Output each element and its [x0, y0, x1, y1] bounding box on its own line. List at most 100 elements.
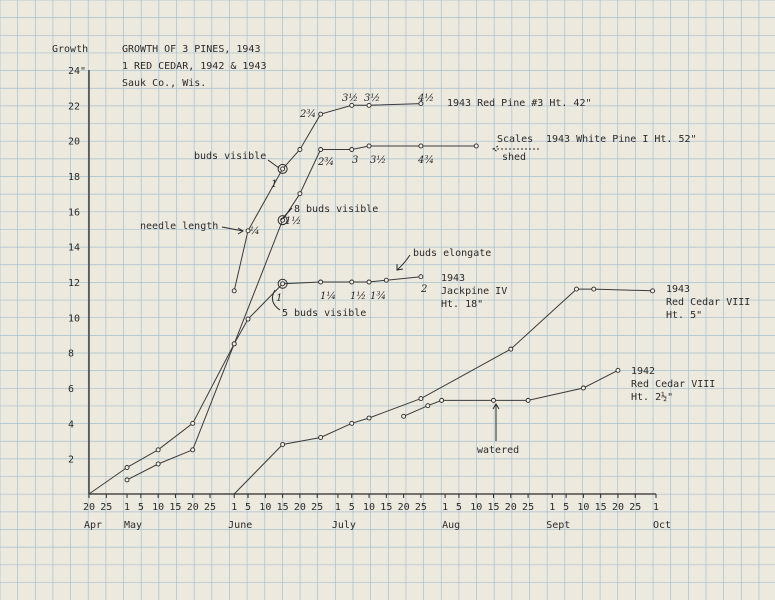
arrow-8-buds — [280, 207, 293, 221]
label-cedar43-2: Red Cedar VIII — [666, 297, 750, 308]
x-tick-label: 20 — [294, 502, 306, 513]
series-point-1 — [366, 143, 372, 149]
series-point-0 — [318, 111, 324, 117]
x-tick-label: 1 — [442, 502, 448, 513]
needle-label-white-3: 2¾ — [317, 157, 334, 168]
series-point-1 — [124, 465, 130, 470]
annotation-scales: Scales — [497, 134, 533, 145]
needle-label-white-5: 3½ — [370, 155, 386, 166]
x-tick-label: 15 — [487, 502, 499, 513]
series-point-2 — [318, 279, 324, 285]
label-red-pine: 1943 Red Pine #3 Ht. 42" — [447, 98, 592, 109]
y-tick-label: 8 — [68, 349, 74, 360]
x-month-label: Apr — [84, 520, 102, 531]
x-month-label: Aug — [442, 520, 460, 531]
arrow-watered — [492, 403, 500, 441]
series-point-2 — [190, 447, 196, 453]
x-tick-label: 1 — [653, 502, 659, 513]
series-point-1 — [190, 420, 196, 426]
series-point-2 — [349, 279, 355, 285]
series-point-4 — [615, 367, 621, 373]
x-tick-label: 1 — [124, 502, 130, 513]
series-line-2 — [126, 276, 421, 481]
series-point-circled-2 — [277, 278, 288, 289]
x-tick-label: 10 — [152, 502, 164, 513]
series-point-0 — [349, 102, 355, 108]
x-month-label: May — [124, 520, 142, 531]
y-tick-label: 16 — [68, 207, 80, 218]
series-line-4 — [403, 369, 619, 417]
x-tick-label: 25 — [629, 502, 641, 513]
series-labels: 1943 Red Pine #3 Ht. 42" 1943 White Pine… — [441, 98, 750, 403]
series-point-0 — [366, 102, 372, 108]
x-month-label: July — [332, 520, 356, 531]
y-tick-label: 10 — [68, 313, 80, 324]
x-tick-label: 20 — [83, 502, 95, 513]
series-point-3 — [418, 396, 424, 402]
label-cedar43-1: 1943 — [666, 284, 690, 295]
x-tick-label: 20 — [187, 502, 199, 513]
label-jackpine-2: Jackpine IV — [441, 286, 507, 297]
label-cedar43-3: Ht. 5" — [666, 310, 702, 321]
series-point-circled-1 — [277, 215, 288, 226]
series-point-1 — [297, 191, 303, 197]
x-tick-label: 5 — [349, 502, 355, 513]
annotation-shed: shed — [502, 152, 526, 163]
annotation-needle-length: needle length — [140, 221, 218, 232]
x-tick-label: 5 — [138, 502, 144, 513]
annotation-watered: watered — [477, 445, 519, 456]
y-tick-label: 20 — [68, 137, 80, 148]
x-tick-label: 25 — [522, 502, 534, 513]
series-point-0 — [297, 147, 303, 152]
label-jackpine-3: Ht. 18" — [441, 299, 483, 310]
series-point-2 — [124, 477, 130, 483]
label-white-pine: 1943 White Pine I Ht. 52" — [546, 134, 697, 145]
series-point-0 — [231, 288, 237, 294]
series-point-2 — [280, 281, 286, 287]
y-tick-label: 2 — [68, 455, 74, 466]
label-cedar42-3: Ht. 2½" — [631, 391, 673, 403]
needle-label-jack-2: 1¼ — [320, 291, 336, 302]
series-point-3 — [280, 442, 286, 447]
series-point-2 — [245, 316, 251, 322]
needle-label-red-2: 2¾ — [299, 109, 316, 120]
needle-label-jack-3: 1½ — [350, 291, 366, 302]
series-point-3 — [349, 420, 355, 426]
title-line-1: GROWTH OF 3 PINES, 1943 — [122, 44, 260, 55]
series-point-3 — [318, 435, 324, 440]
annotation-8-buds-visible: 8 buds visible — [294, 204, 378, 215]
series-point-4 — [491, 397, 496, 403]
needle-label-jack-1: 1 — [276, 293, 282, 304]
y-tick-label: 12 — [68, 278, 80, 289]
x-month-label: Sept — [546, 520, 570, 531]
x-tick-label: 5 — [563, 502, 569, 513]
series-point-3 — [591, 286, 597, 292]
needle-label-red-1: 1 — [271, 179, 277, 190]
series-point-1 — [318, 147, 324, 152]
needle-label-red-4: 3½ — [364, 93, 380, 104]
y-tick-label: 14 — [68, 243, 80, 254]
label-jackpine-1: 1943 — [441, 273, 465, 284]
x-tick-label: 1 — [335, 502, 341, 513]
series-line-1 — [88, 145, 477, 495]
series-point-3 — [650, 288, 655, 294]
needle-label-white-4: 3 — [352, 155, 358, 166]
arrow-5-buds — [271, 289, 281, 311]
annotation-buds-visible: buds visible — [194, 151, 266, 162]
x-tick-label: 15 — [595, 502, 607, 513]
series-point-0 — [418, 101, 424, 107]
x-tick-label: 10 — [259, 502, 271, 513]
annotations: buds visible 8 buds visible needle lengt… — [140, 134, 540, 456]
series-point-2 — [366, 279, 372, 285]
y-tick-label: 6 — [68, 384, 74, 395]
x-tick-label: 25 — [100, 502, 112, 513]
title-line-2: 1 RED CEDAR, 1942 & 1943 — [122, 61, 267, 72]
needle-label-red-3: 3½ — [342, 93, 358, 104]
series-point-1 — [349, 147, 355, 152]
series-point-2 — [383, 277, 389, 283]
needle-label-white-1: ¼ — [250, 226, 260, 237]
x-tick-label: 1 — [231, 502, 237, 513]
